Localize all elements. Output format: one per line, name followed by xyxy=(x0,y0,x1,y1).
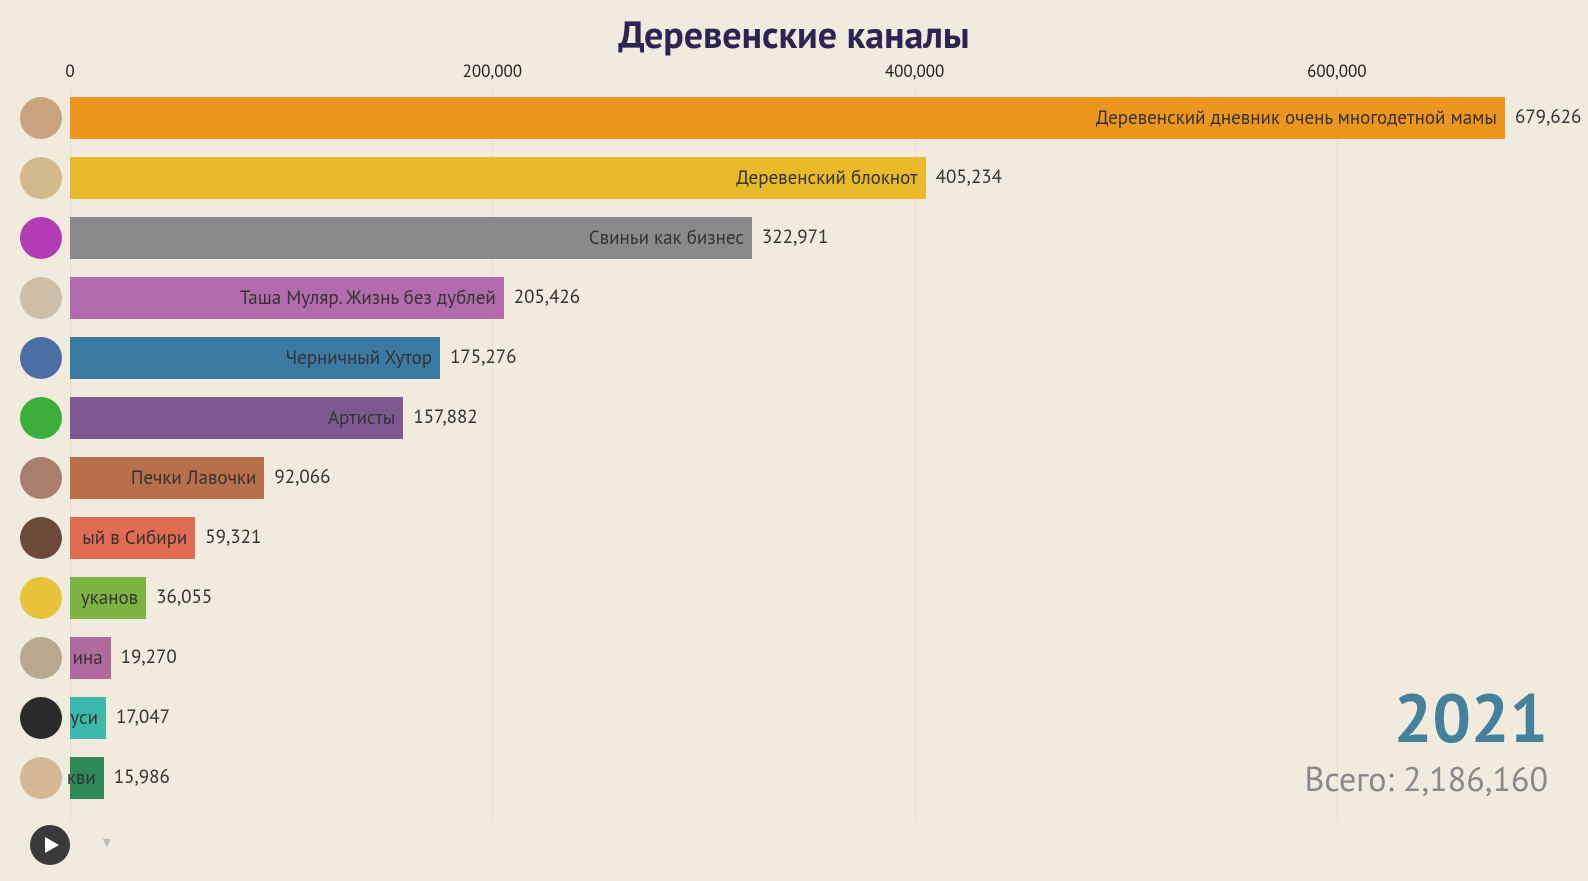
channel-avatar xyxy=(20,217,62,259)
bar-row: Свиньи как бизнес 322,971 xyxy=(70,214,1548,260)
timeline-marker-icon: ▼ xyxy=(100,833,114,851)
bar: Свиньи как бизнес xyxy=(70,217,752,259)
channel-avatar xyxy=(20,697,62,739)
bar: кви xyxy=(70,757,104,799)
bar: ый в Сибири xyxy=(70,517,195,559)
bar-value: 405,234 xyxy=(936,165,1002,189)
bar: Печки Лавочки xyxy=(70,457,264,499)
bar-value: 19,270 xyxy=(121,645,177,669)
bar-row: Печки Лавочки 92,066 xyxy=(70,454,1548,500)
bar-row: Черничный Хутор 175,276 xyxy=(70,334,1548,380)
bar: Черничный Хутор xyxy=(70,337,440,379)
bar-value: 17,047 xyxy=(116,705,170,729)
play-icon xyxy=(43,837,59,853)
bars-group: Деревенский дневник очень многодетной ма… xyxy=(70,94,1548,814)
x-axis-tick: 400,000 xyxy=(885,60,944,82)
play-button[interactable] xyxy=(30,825,70,865)
bar: уканов xyxy=(70,577,146,619)
bar-row: Таша Муляр. Жизнь без дублей 205,426 xyxy=(70,274,1548,320)
channel-avatar xyxy=(20,97,62,139)
total-value: 2,186,160 xyxy=(1403,757,1548,801)
bar-label: ина xyxy=(73,646,103,670)
x-axis: 0200,000400,000600,000 xyxy=(70,60,1548,90)
channel-avatar xyxy=(20,457,62,499)
bar-value: 205,426 xyxy=(514,285,580,309)
channel-avatar xyxy=(20,517,62,559)
bar: Деревенский дневник очень многодетной ма… xyxy=(70,97,1505,139)
bar: ина xyxy=(70,637,111,679)
bar-value: 92,066 xyxy=(274,465,330,489)
bar-label: Таша Муляр. Жизнь без дублей xyxy=(240,286,496,310)
chart-container: Деревенские каналы 0 200,000 400,000 600,00… xyxy=(0,0,1588,881)
bar-row: Деревенский блокнот 405,234 xyxy=(70,154,1548,200)
bar-value: 15,986 xyxy=(114,765,170,789)
bar-value: 59,321 xyxy=(205,525,261,549)
chart-area: 0200,000400,000600,000 Деревенский дневн… xyxy=(70,60,1548,821)
bar-label: уканов xyxy=(81,586,138,610)
channel-avatar xyxy=(20,277,62,319)
bar-label: Артисты xyxy=(328,406,395,430)
bar: Артисты xyxy=(70,397,403,439)
bar-row: уканов 36,055 xyxy=(70,574,1548,620)
bar-label: ый в Сибири xyxy=(82,526,187,550)
bar-label: уси xyxy=(70,706,98,730)
channel-avatar xyxy=(20,157,62,199)
bar-row: Артисты 157,882 xyxy=(70,394,1548,440)
bar-row: уси 17,047 xyxy=(70,694,1548,740)
bar-label: Свиньи как бизнес xyxy=(589,226,744,250)
bar-label: Черничный Хутор xyxy=(286,346,433,370)
bar-row: ый в Сибири 59,321 xyxy=(70,514,1548,560)
bar-value: 322,971 xyxy=(762,225,828,249)
x-axis-tick: 0 xyxy=(65,60,74,82)
channel-avatar xyxy=(20,397,62,439)
bar-label: Деревенский блокнот xyxy=(736,166,917,190)
bar-label: Деревенский дневник очень многодетной ма… xyxy=(1096,106,1497,130)
channel-avatar xyxy=(20,757,62,799)
total-label: Всего: 2,186,160 xyxy=(1305,757,1548,801)
bar-label: кви xyxy=(67,766,96,790)
bar-row: Деревенский дневник очень многодетной ма… xyxy=(70,94,1548,140)
chart-title: Деревенские каналы xyxy=(0,10,1588,59)
channel-avatar xyxy=(20,637,62,679)
channel-avatar xyxy=(20,577,62,619)
x-axis-tick: 600,000 xyxy=(1307,60,1366,82)
bar-value: 36,055 xyxy=(156,585,212,609)
bar-value: 157,882 xyxy=(413,405,477,429)
bar: уси xyxy=(70,697,106,739)
total-prefix: Всего: xyxy=(1305,757,1403,801)
x-axis-tick: 200,000 xyxy=(463,60,522,82)
bar-value: 679,626 xyxy=(1515,105,1581,129)
bar: Деревенский блокнот xyxy=(70,157,926,199)
bar-label: Печки Лавочки xyxy=(131,466,257,490)
bar-value: 175,276 xyxy=(450,345,516,369)
year-label: 2021 xyxy=(1394,673,1548,761)
bar: Таша Муляр. Жизнь без дублей xyxy=(70,277,504,319)
bar-row: ина 19,270 xyxy=(70,634,1548,680)
channel-avatar xyxy=(20,337,62,379)
